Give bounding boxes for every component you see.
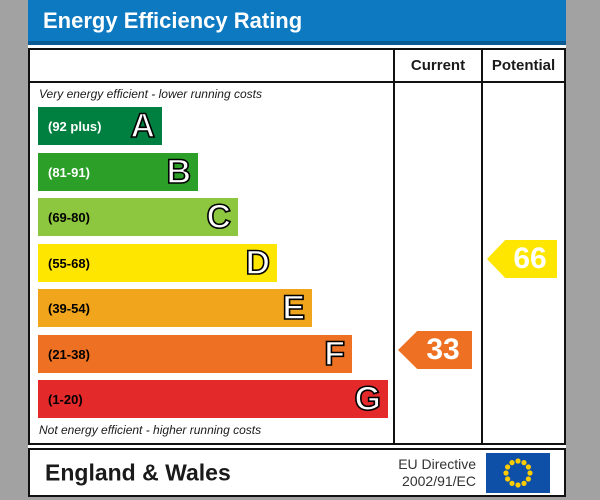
band-range-label: (1-20) (48, 391, 83, 407)
band-range-label: (21-38) (48, 346, 90, 362)
band-range-label: (39-54) (48, 300, 90, 316)
band-letter: D (245, 244, 271, 282)
rating-table: Current Potential Very energy efficient … (28, 48, 566, 445)
band-e: (39-54) E (38, 289, 312, 327)
band-f: (21-38) F (38, 335, 352, 373)
band-g: (1-20) G (38, 380, 388, 418)
band-letter: G (354, 380, 382, 418)
potential-rating-value: 66 (513, 242, 547, 275)
band-b: (81-91) B (38, 153, 198, 191)
title-bar: Energy Efficiency Rating (28, 0, 566, 45)
caption-not-efficient: Not energy efficient - higher running co… (39, 423, 262, 437)
band-a: (92 plus) A (38, 107, 162, 145)
eu-directive-line1: EU Directive (398, 455, 476, 472)
potential-rating-arrow: 66 (487, 240, 557, 278)
band-letter: C (206, 198, 232, 236)
band-range-label: (69-80) (48, 209, 90, 225)
caption-very-efficient: Very energy efficient - lower running co… (39, 87, 262, 101)
column-divider-current (393, 50, 395, 443)
column-header-potential: Potential (491, 57, 556, 74)
current-rating-arrow: 33 (398, 331, 472, 369)
eu-directive-label: EU Directive 2002/91/EC (398, 456, 476, 490)
eu-directive-line2: 2002/91/EC (402, 472, 476, 489)
band-letter: E (282, 289, 306, 327)
current-rating-value: 33 (426, 333, 460, 366)
band-d: (55-68) D (38, 244, 277, 282)
band-range-label: (92 plus) (48, 118, 102, 134)
page-title: Energy Efficiency Rating (43, 8, 303, 33)
header-row-divider (30, 81, 564, 83)
band-range-label: (55-68) (48, 255, 90, 271)
band-range-label: (81-91) (48, 164, 90, 180)
footer-bar: England & Wales EU Directive 2002/91/EC (28, 448, 566, 497)
band-c: (69-80) C (38, 198, 238, 236)
region-label: England & Wales (45, 459, 231, 485)
band-letter: B (166, 153, 192, 191)
energy-efficiency-rating-widget: Energy Efficiency Rating Current Potenti… (28, 0, 566, 497)
column-divider-potential (481, 50, 483, 443)
column-header-current: Current (410, 57, 466, 74)
band-letter: A (130, 107, 156, 145)
band-letter: F (323, 335, 345, 373)
eu-flag-icon (486, 452, 550, 493)
